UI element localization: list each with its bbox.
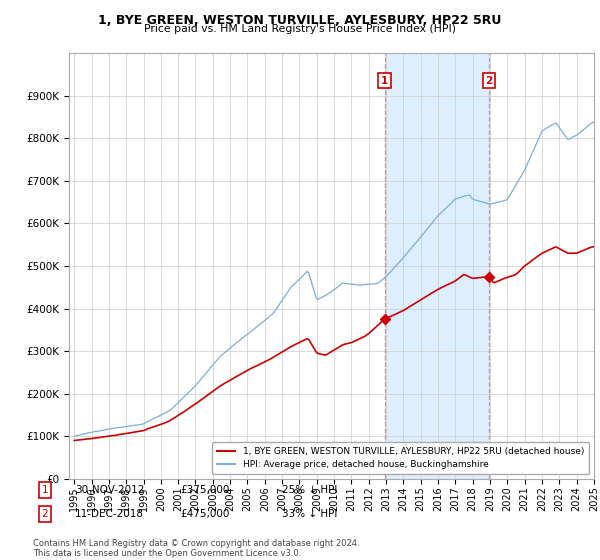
Text: 33% ↓ HPI: 33% ↓ HPI: [282, 509, 337, 519]
Text: 30-NOV-2012: 30-NOV-2012: [75, 485, 145, 495]
Text: 2: 2: [485, 76, 493, 86]
Text: 2: 2: [41, 509, 49, 519]
Bar: [385, 53, 489, 479]
Text: 11-DEC-2018: 11-DEC-2018: [75, 509, 144, 519]
Text: £475,000: £475,000: [180, 509, 229, 519]
Legend: 1, BYE GREEN, WESTON TURVILLE, AYLESBURY, HP22 5RU (detached house), HPI: Averag: 1, BYE GREEN, WESTON TURVILLE, AYLESBURY…: [212, 442, 589, 474]
Text: 1: 1: [381, 76, 388, 86]
Text: Contains HM Land Registry data © Crown copyright and database right 2024.
This d: Contains HM Land Registry data © Crown c…: [33, 539, 359, 558]
Text: 1: 1: [41, 485, 49, 495]
Text: Price paid vs. HM Land Registry's House Price Index (HPI): Price paid vs. HM Land Registry's House …: [144, 24, 456, 34]
Text: £375,000: £375,000: [180, 485, 229, 495]
Text: 25% ↓ HPI: 25% ↓ HPI: [282, 485, 337, 495]
Text: 1, BYE GREEN, WESTON TURVILLE, AYLESBURY, HP22 5RU: 1, BYE GREEN, WESTON TURVILLE, AYLESBURY…: [98, 14, 502, 27]
